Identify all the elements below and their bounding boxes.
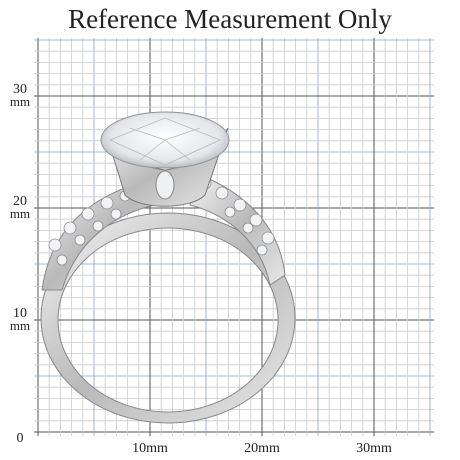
y-label-number: 30 [13,82,27,97]
ring [40,111,296,424]
x-label: 20mm [244,441,280,456]
y-label-number: 20 [13,194,27,209]
y-label-number: 0 [17,431,24,446]
y-label-unit: mm [10,206,30,221]
x-label: 30mm [356,441,392,456]
setting-stone [155,170,175,200]
title: Reference Measurement Only [68,4,392,34]
y-label-number: 10 [13,306,27,321]
x-label: 10mm [132,441,168,456]
stone-facets [108,117,222,166]
y-label-unit: mm [10,94,30,109]
y-label-unit: mm [10,318,30,333]
